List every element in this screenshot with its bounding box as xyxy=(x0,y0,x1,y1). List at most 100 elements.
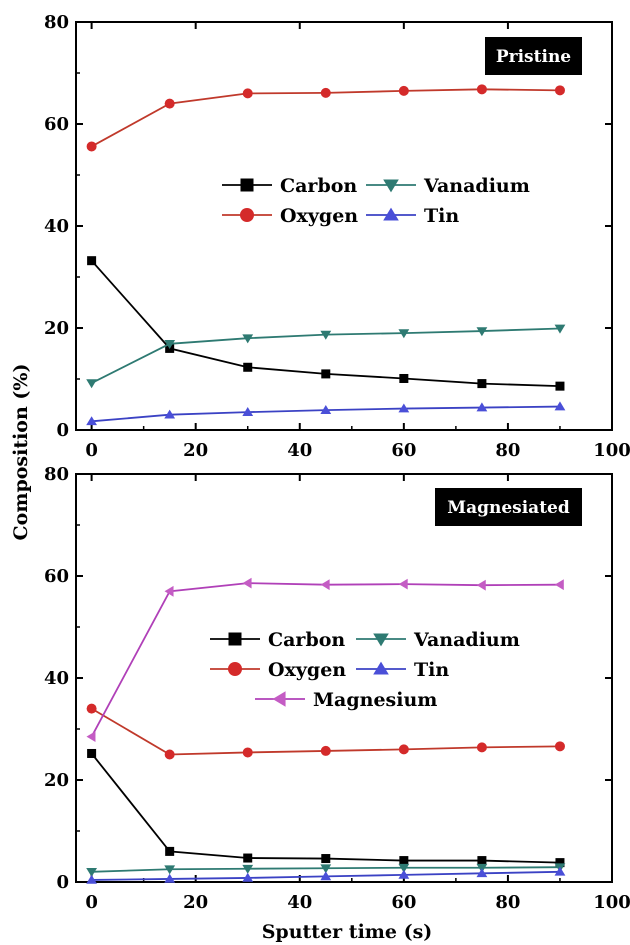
carbon-point xyxy=(321,854,331,864)
legend-label: Carbon xyxy=(268,629,345,651)
panel-title: Magnesiated xyxy=(447,498,570,518)
badge-background xyxy=(485,37,582,75)
legend-marker xyxy=(228,662,242,676)
legend-label: Oxygen xyxy=(280,205,358,227)
y-tick-label: 40 xyxy=(44,216,69,237)
vanadium-point xyxy=(86,379,98,389)
vanadium-point xyxy=(164,339,176,349)
series-carbon xyxy=(87,256,565,391)
legend-marker xyxy=(272,691,286,707)
magnesium-point xyxy=(164,585,174,597)
tin-point xyxy=(164,409,176,419)
legend-entry-vanadium: Vanadium xyxy=(356,629,520,651)
legend-entry-oxygen: Oxygen xyxy=(210,659,346,681)
x-tick-label: 100 xyxy=(593,440,630,461)
carbon-point xyxy=(555,381,565,391)
tin-point xyxy=(398,869,410,879)
series-oxygen xyxy=(86,703,565,760)
x-tick-label: 0 xyxy=(85,892,98,913)
x-tick-label: 100 xyxy=(593,892,630,913)
legend-entry-tin: Tin xyxy=(366,205,459,227)
pristine-panel: 0 20 40 60 80 100 0 20 40 60 80 Carbon Vanadium Oxyge… xyxy=(44,12,630,461)
legend-marker xyxy=(240,208,254,222)
y-tick-label: 0 xyxy=(56,420,69,441)
magnesium-point xyxy=(554,579,564,591)
tin-point xyxy=(554,401,566,411)
vanadium-point xyxy=(398,863,410,873)
magnesium-point xyxy=(86,731,96,743)
vanadium-point xyxy=(86,867,98,877)
panel-title: Pristine xyxy=(496,47,571,67)
carbon-point xyxy=(87,748,97,758)
legend-label: Vanadium xyxy=(423,175,530,197)
legend-marker xyxy=(383,207,399,221)
legend-entry-magnesium: Magnesium xyxy=(255,689,437,711)
legend-entry-carbon: Carbon xyxy=(210,629,345,651)
vanadium-point xyxy=(398,329,410,339)
x-tick-label: 20 xyxy=(183,892,208,913)
tin-point xyxy=(476,402,488,412)
legend-marker xyxy=(373,633,389,647)
y-tick-label: 80 xyxy=(44,464,69,485)
y-tick-label: 40 xyxy=(44,668,69,689)
carbon-point xyxy=(477,379,487,389)
carbon-point xyxy=(87,256,97,266)
oxygen-point xyxy=(320,745,331,756)
oxygen-point xyxy=(398,744,409,755)
vanadium-point xyxy=(242,864,254,874)
series-magnesium xyxy=(86,577,564,743)
legend-marker xyxy=(373,661,389,675)
oxygen-point xyxy=(86,703,97,714)
legend-entry-vanadium: Vanadium xyxy=(366,175,530,197)
vanadium-point xyxy=(320,864,332,874)
tin-point xyxy=(320,871,332,881)
tin-point xyxy=(242,872,254,882)
panel-title-badge: Magnesiated xyxy=(435,488,582,526)
magnesium-point xyxy=(476,579,486,591)
legend-entry-oxygen: Oxygen xyxy=(222,205,358,227)
oxygen-point xyxy=(398,85,409,96)
y-tick-label: 20 xyxy=(44,770,69,791)
magnesium-point xyxy=(242,577,252,589)
vanadium-point xyxy=(476,327,488,337)
legend-marker xyxy=(228,632,242,646)
tin-point xyxy=(86,874,98,884)
y-tick-label: 60 xyxy=(44,114,69,135)
vanadium-point xyxy=(320,330,332,340)
y-axis-title: Composition (%) xyxy=(10,364,32,541)
oxygen-point xyxy=(242,88,253,99)
carbon-line xyxy=(90,260,560,388)
oxygen-point xyxy=(476,742,487,753)
x-tick-label: 60 xyxy=(391,892,416,913)
carbon-point xyxy=(243,362,253,372)
oxygen-point xyxy=(476,84,487,95)
carbon-point xyxy=(321,369,331,379)
legend-label: Tin xyxy=(424,205,459,227)
x-axis-title: Sputter time (s) xyxy=(262,921,433,943)
tin-point xyxy=(86,416,98,426)
legend-label: Carbon xyxy=(280,175,357,197)
oxygen-point xyxy=(86,141,97,152)
y-tick-label: 0 xyxy=(56,872,69,893)
series-tin xyxy=(86,401,566,426)
x-tick-label: 40 xyxy=(287,892,312,913)
legend: Carbon Vanadium Oxygen Tin Magnesium xyxy=(210,629,520,711)
magnesium-point xyxy=(320,579,330,591)
y-tick-label: 80 xyxy=(44,12,69,33)
series-carbon xyxy=(87,748,565,868)
tin-point xyxy=(320,404,332,414)
carbon-point xyxy=(399,856,409,866)
carbon-point xyxy=(243,853,253,863)
vanadium-point xyxy=(242,334,254,344)
legend-label: Oxygen xyxy=(268,659,346,681)
y-tick-label: 20 xyxy=(44,318,69,339)
series-vanadium xyxy=(86,324,566,389)
badge-background xyxy=(435,488,582,526)
legend-marker xyxy=(240,178,254,192)
carbon-point xyxy=(165,846,175,856)
x-tick-label: 80 xyxy=(495,892,520,913)
tin-point xyxy=(398,403,410,413)
x-tick-label: 40 xyxy=(287,440,312,461)
tin-point xyxy=(554,866,566,876)
